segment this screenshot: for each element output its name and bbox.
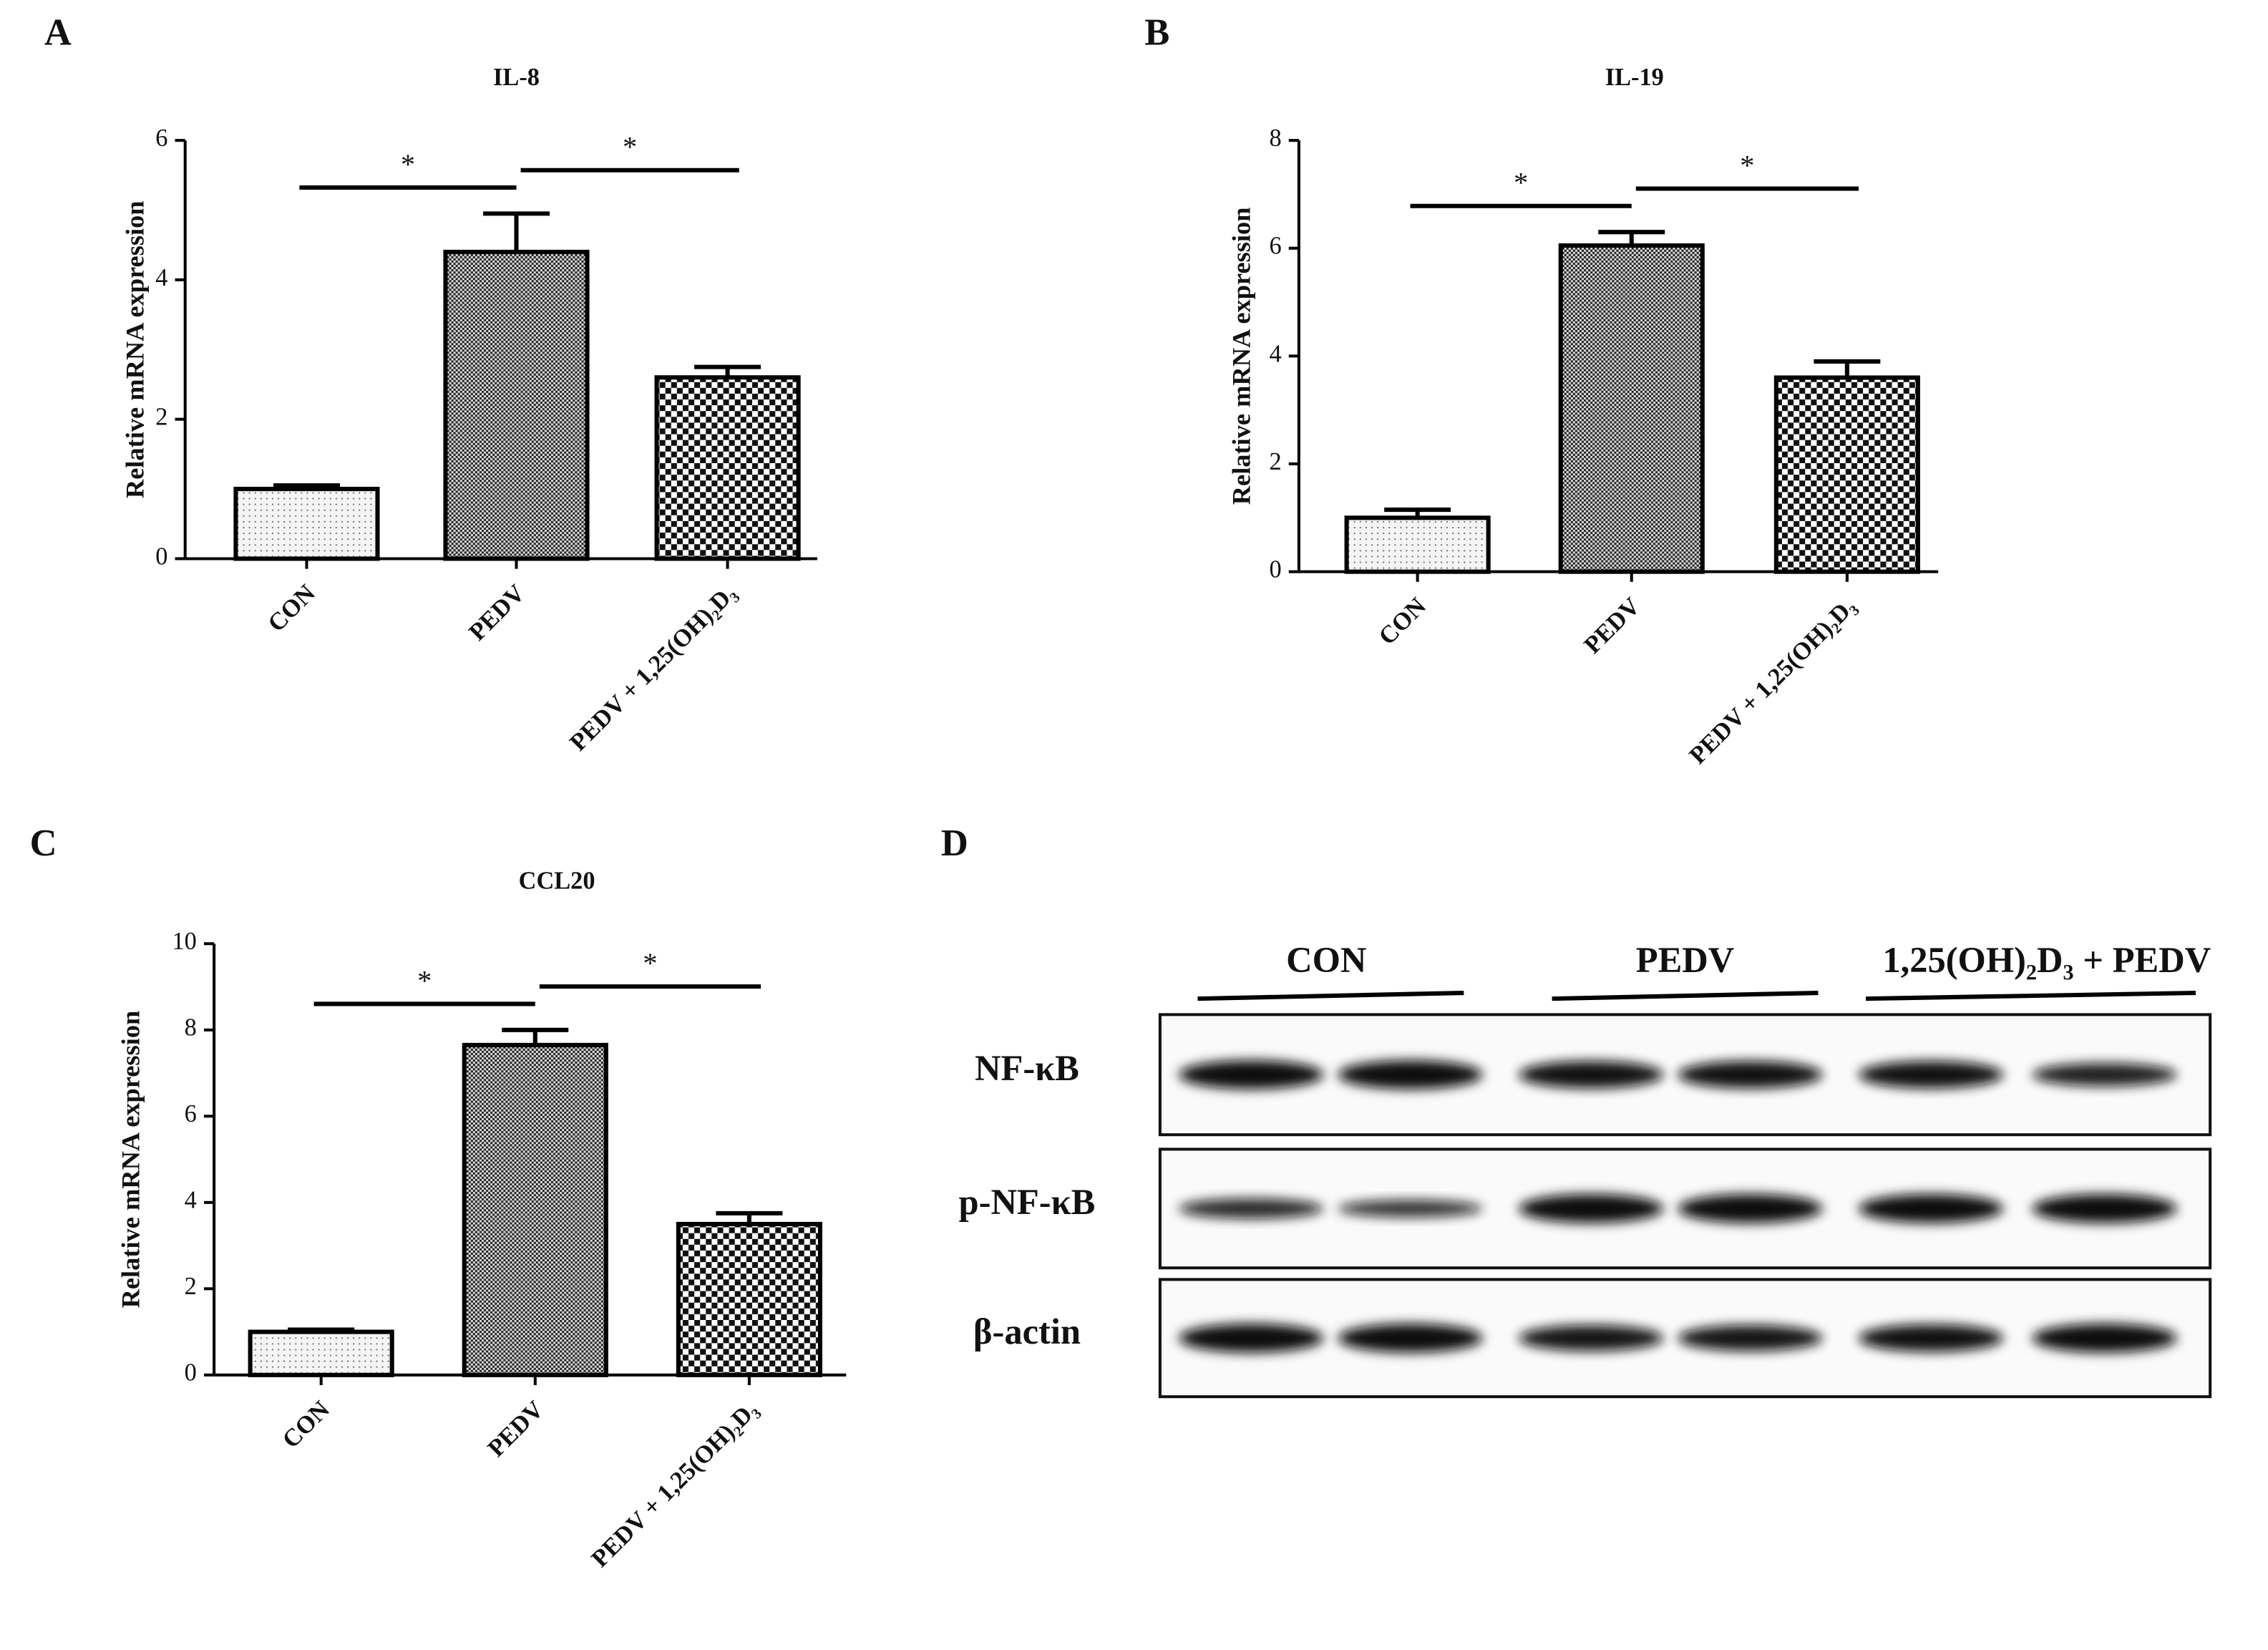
x-tick-label: PEDV + 1,25(OH)₂D₃	[586, 1396, 763, 1573]
x-tick-label: CON	[263, 579, 321, 637]
bar	[233, 487, 380, 561]
y-tick-label: 0	[185, 1359, 197, 1387]
x-tick-label: CON	[277, 1396, 335, 1454]
error-bar	[273, 483, 340, 490]
error-bar	[1598, 230, 1665, 246]
row-label: p-NF-κB	[959, 1182, 1096, 1222]
blot-band	[1678, 1061, 1823, 1089]
y-tick-label: 2	[185, 1273, 197, 1300]
y-tick-label: 8	[185, 1014, 197, 1042]
y-tick-label: 0	[1269, 556, 1281, 583]
significance-label: *	[401, 148, 415, 180]
blot-band	[1519, 1061, 1664, 1089]
y-tick-label: 6	[155, 125, 167, 152]
y-axis-label: Relative mRNA expression	[116, 1011, 145, 1309]
panel-letter: C	[30, 822, 57, 864]
error-bar	[1384, 508, 1451, 518]
x-tick-label: CON	[1373, 592, 1431, 650]
blot-band	[2032, 1194, 2177, 1223]
x-tick-label: PEDV	[482, 1396, 549, 1462]
y-tick-label: 2	[155, 404, 167, 431]
blot-band	[1678, 1194, 1823, 1223]
x-tick-label: PEDV	[1579, 592, 1645, 659]
bar	[1773, 375, 1920, 574]
group-underline	[1866, 991, 2196, 1001]
bar	[676, 1221, 822, 1377]
panel-letter: B	[1144, 12, 1169, 54]
bar	[654, 375, 801, 561]
bar	[1558, 243, 1705, 574]
blot-band	[1338, 1060, 1483, 1090]
error-bar	[694, 364, 761, 378]
group-underline	[1552, 991, 1819, 1001]
chart-title: IL-19	[1605, 64, 1664, 91]
bar	[248, 1329, 394, 1377]
error-bar	[483, 211, 550, 252]
y-axis-label: Relative mRNA expression	[1227, 208, 1255, 505]
blot-band	[1179, 1060, 1324, 1090]
significance-label: *	[1514, 167, 1528, 199]
significance-label: *	[417, 964, 432, 996]
bar	[462, 1042, 608, 1377]
panel-letter: D	[941, 822, 968, 864]
x-tick-label: PEDV + 1,25(OH)₂D₃	[1684, 593, 1861, 770]
blot-band	[2032, 1063, 2177, 1087]
y-tick-label: 6	[1269, 233, 1281, 260]
y-tick-label: 10	[172, 928, 197, 955]
bar	[443, 249, 590, 561]
y-tick-label: 4	[1269, 340, 1281, 367]
error-bar	[1814, 359, 1881, 378]
significance-label: *	[643, 947, 657, 979]
group-underline	[1197, 991, 1464, 1001]
group-label: CON	[1286, 940, 1366, 980]
error-bar	[288, 1327, 355, 1332]
blot-band	[1179, 1198, 1324, 1219]
blot-band	[2032, 1324, 2177, 1353]
y-tick-label: 0	[155, 543, 167, 570]
row-label: β-actin	[973, 1311, 1081, 1351]
y-tick-label: 8	[1269, 125, 1281, 152]
row-label: NF-κB	[975, 1048, 1079, 1088]
blot-band	[1678, 1325, 1823, 1351]
chart-title: IL-8	[493, 64, 540, 91]
chart-title: CCL20	[519, 867, 595, 894]
x-tick-label: PEDV + 1,25(OH)₂D₃	[565, 579, 741, 756]
significance-label: *	[623, 131, 637, 163]
y-tick-label: 6	[185, 1100, 197, 1127]
y-axis-label: Relative mRNA expression	[120, 200, 149, 498]
error-bar	[716, 1210, 783, 1224]
panel-letter: A	[44, 12, 72, 54]
y-tick-label: 4	[185, 1187, 197, 1214]
error-bar	[502, 1027, 569, 1045]
bar	[1344, 515, 1491, 574]
significance-label: *	[1740, 149, 1754, 181]
y-tick-label: 4	[155, 264, 167, 291]
blot-band	[1519, 1325, 1664, 1351]
blot-band	[1179, 1324, 1324, 1353]
blot-band	[1338, 1324, 1483, 1353]
group-label: PEDV	[1636, 940, 1734, 980]
y-tick-label: 2	[1269, 448, 1281, 475]
blot-band	[1338, 1200, 1483, 1218]
blot-band	[1859, 1061, 2004, 1089]
blot-band	[1859, 1194, 2004, 1223]
blot-band	[1859, 1324, 2004, 1352]
x-tick-label: PEDV	[464, 579, 530, 646]
group-label: 1,25(OH)₂D₃ + PEDV	[1882, 940, 2211, 980]
blot-band	[1519, 1194, 1664, 1223]
